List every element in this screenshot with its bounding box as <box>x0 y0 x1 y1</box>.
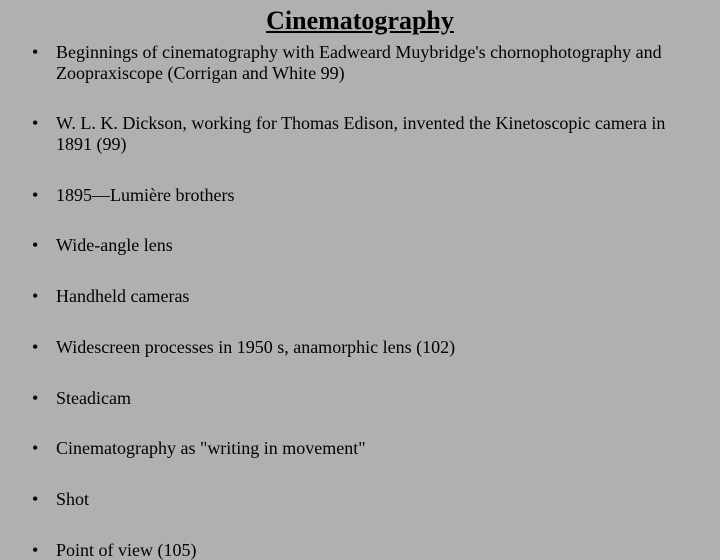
list-item: W. L. K. Dickson, working for Thomas Edi… <box>20 113 700 154</box>
slide: Cinematography Beginnings of cinematogra… <box>0 0 720 540</box>
list-item: 1895—Lumière brothers <box>20 185 700 206</box>
list-item: Shot <box>20 489 700 510</box>
list-item: Cinematography as "writing in movement" <box>20 438 700 459</box>
list-item: Point of view (105) <box>20 540 700 560</box>
list-item: Steadicam <box>20 388 700 409</box>
slide-title: Cinematography <box>20 6 700 36</box>
list-item: Widescreen processes in 1950 s, anamorph… <box>20 337 700 358</box>
list-item: Handheld cameras <box>20 286 700 307</box>
list-item: Wide-angle lens <box>20 235 700 256</box>
bullet-list: Beginnings of cinematography with Eadwea… <box>20 42 700 560</box>
list-item: Beginnings of cinematography with Eadwea… <box>20 42 700 83</box>
